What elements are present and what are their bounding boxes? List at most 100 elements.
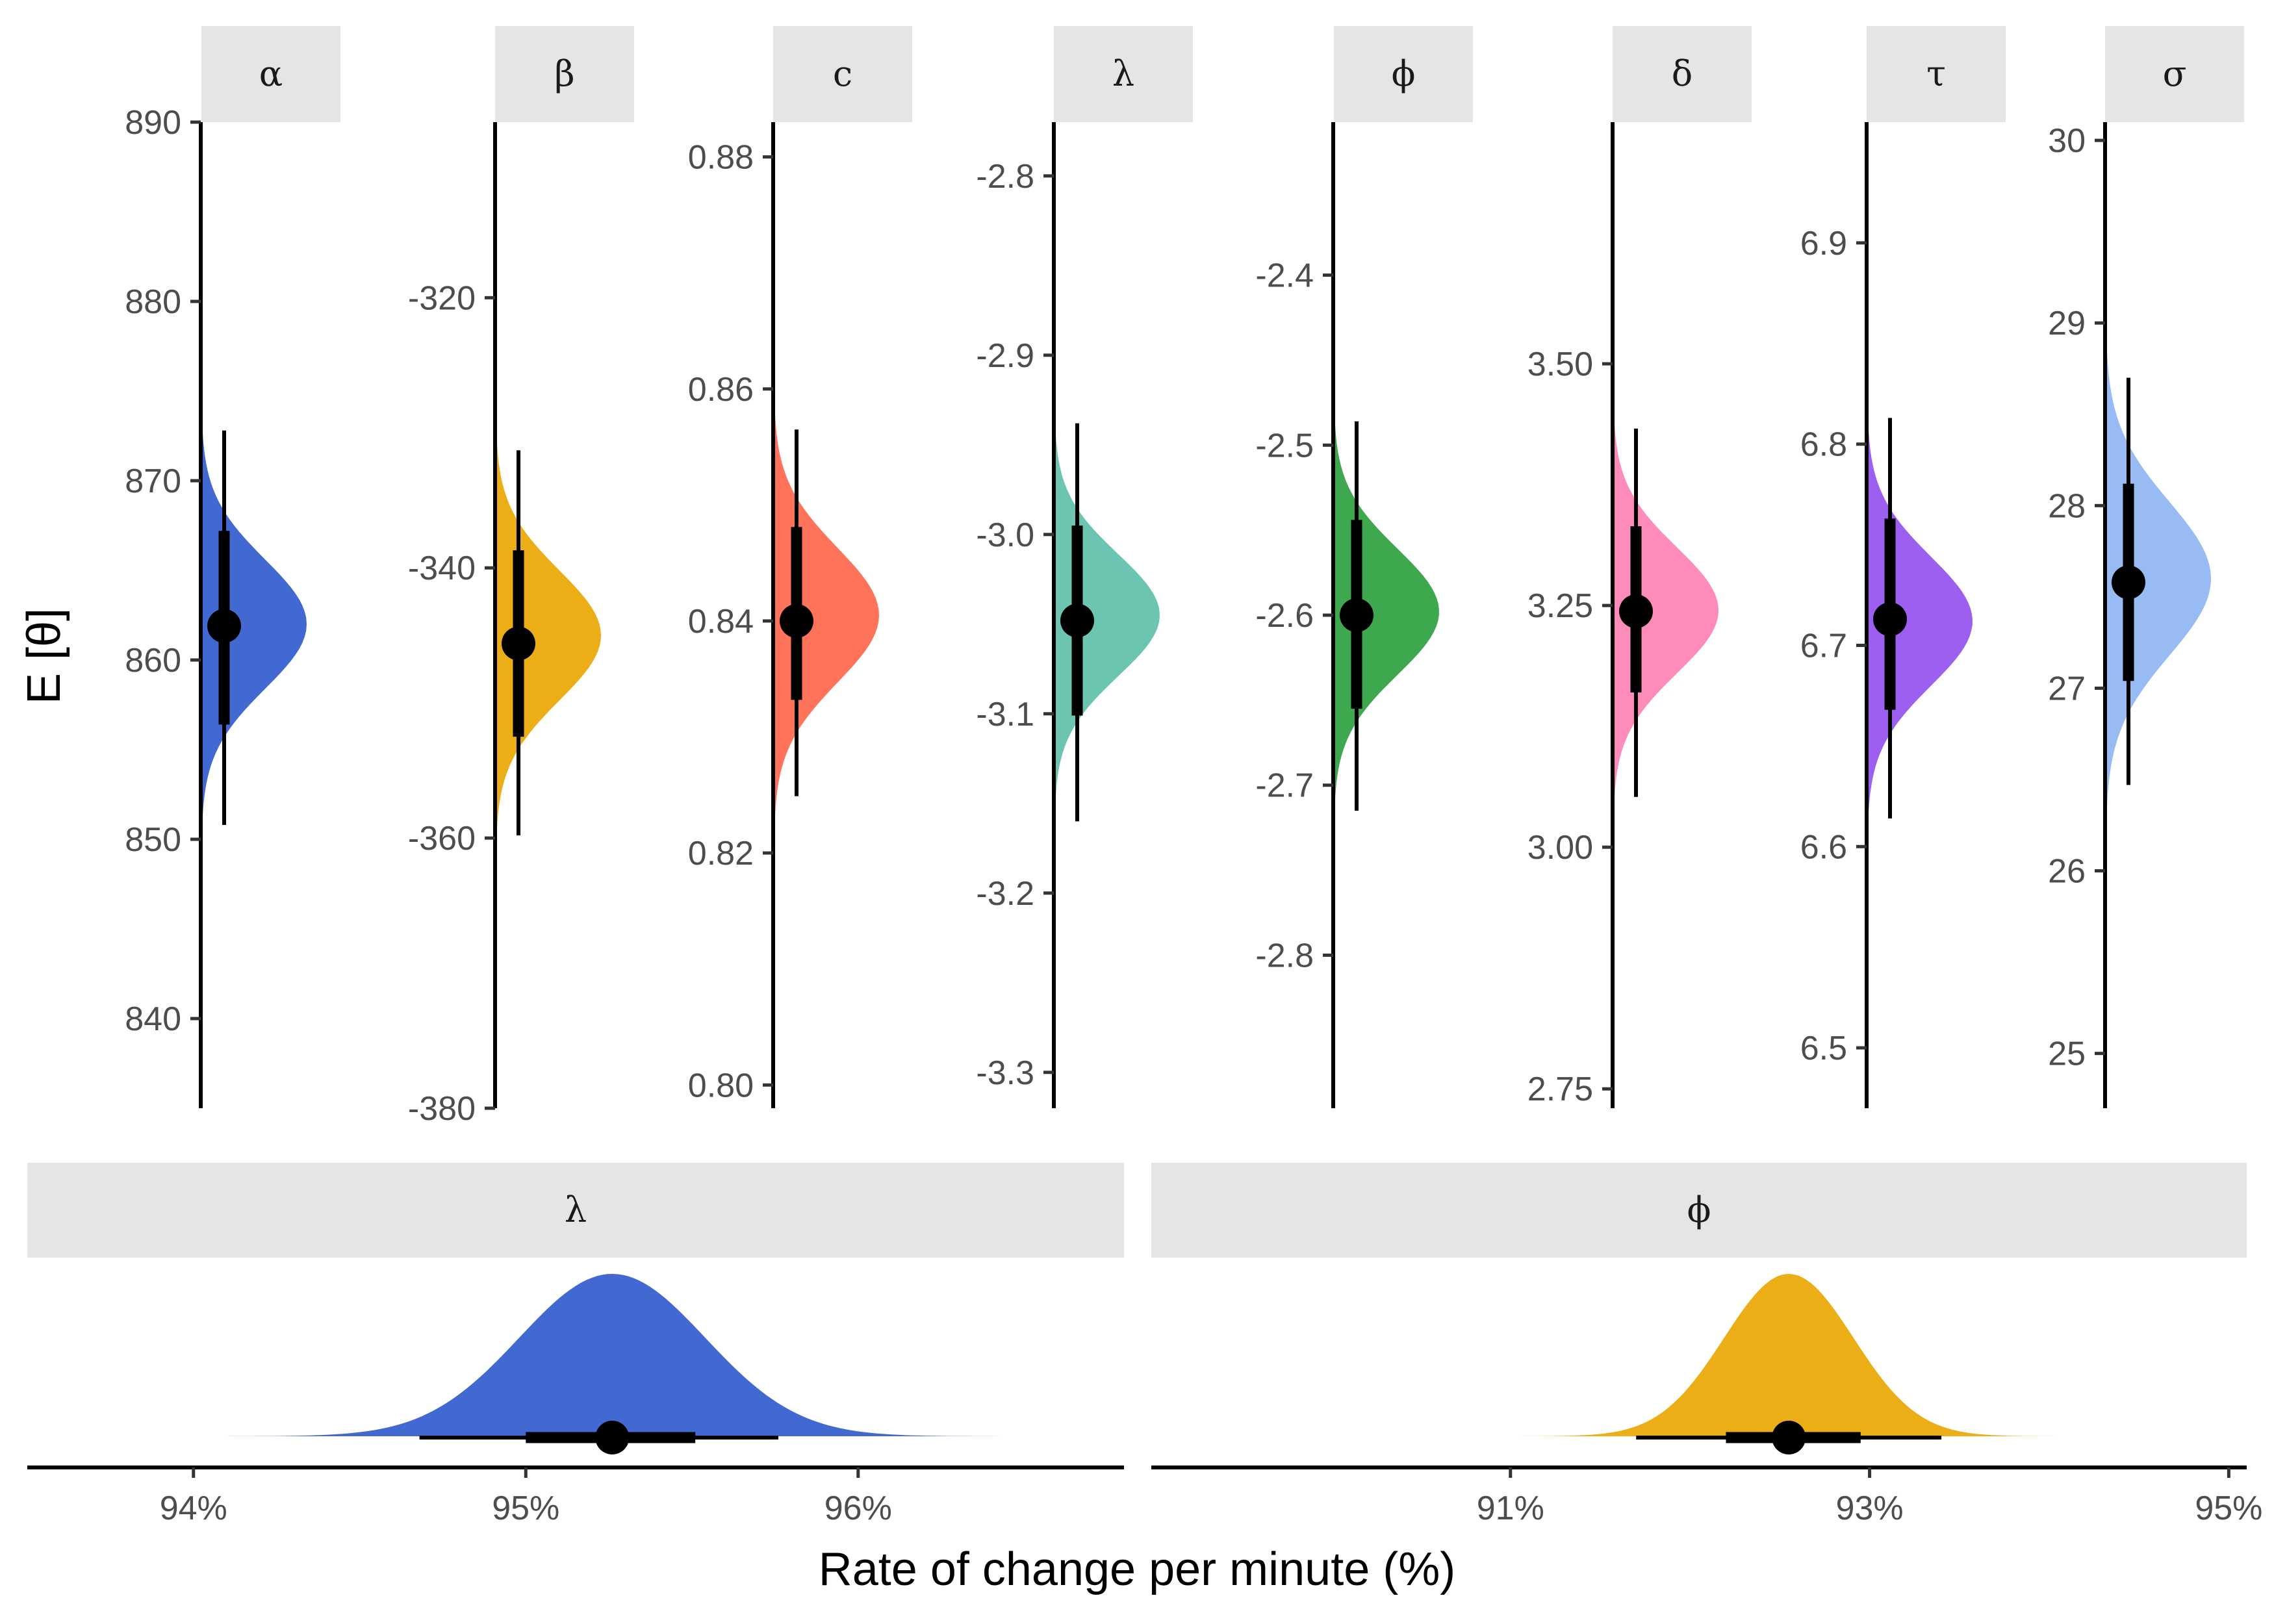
y-tick-label: 880 [125, 283, 181, 321]
median-point [1340, 598, 1373, 632]
y-tick-label: -320 [408, 279, 476, 317]
facet-strip-label: α [259, 53, 283, 94]
y-tick-label: 3.00 [1527, 829, 1593, 867]
y-tick-label: 0.84 [688, 603, 754, 641]
y-tick-label: 860 [125, 642, 181, 679]
panel-5: ϕ -2.8 -2.7 -2.6 -2.5 -2.4 [1255, 26, 1473, 1108]
panel-1: α 840 850 860 870 880 890 [125, 26, 340, 1108]
median-point [595, 1421, 630, 1454]
x-tick-label: 93% [1836, 1490, 1904, 1527]
y-tick-label: -2.9 [976, 337, 1034, 375]
y-tick-label: 6.5 [1800, 1030, 1847, 1067]
facet-strip [1054, 26, 1193, 122]
y-tick-label: 6.8 [1800, 426, 1847, 464]
y-tick-label: 25 [2048, 1035, 2086, 1073]
y-tick-label: 27 [2048, 670, 2086, 707]
bottom-panel-2: ϕ 91% 93% 95% [1151, 1163, 2262, 1527]
y-tick-label: -2.4 [1255, 257, 1314, 295]
y-tick-label: -380 [408, 1090, 476, 1128]
median-point [1619, 594, 1653, 629]
facet-strip-label: c [833, 53, 852, 94]
facet-strip-label: ϕ [1392, 53, 1416, 94]
facet-strip-label: λ [1112, 53, 1134, 94]
y-tick-label: 26 [2048, 853, 2086, 891]
density-area [1438, 1274, 2086, 1436]
x-tick-label: 91% [1477, 1490, 1544, 1527]
y-tick-label: 3.50 [1527, 346, 1593, 383]
y-tick-label: -2.8 [976, 158, 1034, 196]
x-axis-title: Rate of change per minute (%) [819, 1543, 1456, 1595]
median-point [2112, 565, 2145, 600]
facet-strip [1334, 26, 1473, 122]
y-tick-label: 0.82 [688, 835, 754, 872]
y-tick-label: -3.2 [976, 875, 1034, 913]
median-point [1772, 1421, 1806, 1454]
facet-strip-label: σ [2163, 53, 2187, 94]
density-area [201, 194, 307, 1055]
facet-strip-label: λ [565, 1189, 587, 1230]
facet-strip [1867, 26, 2006, 122]
panel-7: τ 6.5 6.6 6.7 6.8 6.9 [1800, 26, 2006, 1108]
y-tick-label: 870 [125, 463, 181, 500]
median-point [207, 609, 241, 643]
y-tick-label: 6.7 [1800, 627, 1847, 665]
x-tick-label: 95% [492, 1490, 559, 1527]
facet-strip [27, 1163, 1124, 1258]
density-area [2106, 213, 2211, 945]
y-tick-label: 6.9 [1800, 225, 1847, 262]
y-tick-label: -2.8 [1255, 937, 1314, 974]
facet-strip [2105, 26, 2244, 122]
y-tick-label: 850 [125, 821, 181, 859]
panel-6: δ 2.75 3.00 3.25 3.50 [1527, 26, 1752, 1108]
facet-strip [773, 26, 912, 122]
x-tick-label: 96% [824, 1490, 892, 1527]
y-tick-label: 2.75 [1527, 1071, 1593, 1108]
y-tick-label: 6.6 [1800, 828, 1847, 866]
y-tick-label: 840 [125, 1000, 181, 1038]
median-point [780, 603, 813, 638]
density-area [774, 168, 879, 993]
y-tick-label: -3.0 [976, 516, 1034, 554]
y-tick-label: 0.86 [688, 371, 754, 409]
median-point [1873, 602, 1907, 637]
bottom-panels: λ 94% 95% 96% ϕ 91% 93% 95% [27, 1163, 2262, 1527]
median-point [502, 626, 535, 661]
facet-strip-label: ϕ [1687, 1189, 1711, 1230]
y-tick-label: 3.25 [1527, 587, 1593, 625]
density-area [1613, 247, 1718, 973]
median-point [1060, 603, 1094, 638]
y-tick-label: -3.1 [976, 696, 1034, 733]
density-area [1867, 182, 1973, 968]
y-tick-label: -3.3 [976, 1054, 1034, 1092]
top-panels: α 840 850 860 870 880 890 β -380 -360 -340 -320 c 0.8… [125, 26, 2244, 1128]
y-tick-label: 0.80 [688, 1067, 754, 1104]
y-tick-label: 28 [2048, 487, 2086, 525]
facet-strip [201, 26, 340, 122]
panel-3: c 0.80 0.82 0.84 0.86 0.88 [688, 26, 912, 1108]
y-tick-label: -2.5 [1255, 427, 1314, 464]
facet-strip [1613, 26, 1752, 122]
y-tick-label: -2.6 [1255, 597, 1314, 635]
facet-strip [1151, 1163, 2247, 1258]
y-tick-label: 890 [125, 104, 181, 142]
density-area [1054, 212, 1160, 1037]
x-tick-label: 94% [160, 1490, 227, 1527]
bottom-panel-1: λ 94% 95% 96% [27, 1163, 1124, 1527]
y-tick-label: 29 [2048, 305, 2086, 342]
y-tick-label: 0.88 [688, 139, 754, 177]
y-tick-label: -360 [408, 820, 476, 857]
density-area [210, 1274, 1058, 1436]
y-tick-label: 30 [2048, 122, 2086, 160]
facet-strip-label: δ [1672, 53, 1693, 94]
density-area [1334, 224, 1439, 1006]
y-tick-label: -2.7 [1255, 767, 1314, 805]
y-axis-title: E [θ] [18, 608, 70, 704]
y-tick-label: -340 [408, 550, 476, 587]
panel-2: β -380 -360 -340 -320 [408, 26, 634, 1128]
facet-strip-label: β [554, 53, 574, 94]
facet-strip-label: τ [1926, 53, 1946, 94]
panel-4: λ -3.3 -3.2 -3.1 -3.0 -2.9 -2.8 [976, 26, 1193, 1108]
x-tick-label: 95% [2195, 1490, 2262, 1527]
panel-8: σ 25 26 27 28 29 30 [2048, 26, 2244, 1108]
